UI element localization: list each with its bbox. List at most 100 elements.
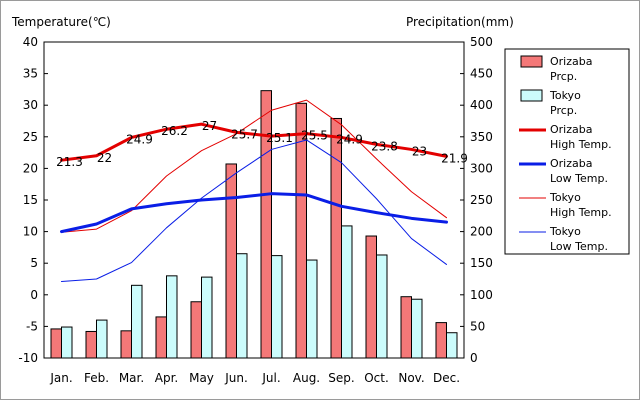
legend-label: Orizaba — [550, 157, 592, 170]
data-label: 21.3 — [56, 155, 83, 169]
legend-label: Low Temp. — [550, 240, 608, 253]
precip-bar — [155, 316, 167, 359]
precip-bar — [400, 296, 412, 359]
left-tick-label: 15 — [23, 193, 38, 207]
right-tick-label: 300 — [470, 161, 493, 175]
legend-label: Tokyo — [549, 225, 581, 238]
precip-bar — [435, 322, 447, 359]
precip-bar — [260, 90, 272, 359]
precip-bar — [85, 330, 97, 359]
data-label: 22 — [97, 151, 112, 165]
precip-bar — [131, 284, 143, 359]
data-label: 24.9 — [336, 132, 363, 146]
x-tick-label: Jun. — [224, 371, 248, 385]
right-axis: 0 50 100 150 200 250 300 350 400 450 500 — [460, 35, 493, 365]
legend-label: High Temp. — [550, 138, 612, 151]
precip-bar — [50, 328, 62, 359]
plot-area — [43, 41, 465, 359]
x-tick-label: Feb. — [84, 371, 109, 385]
right-tick-label: 50 — [470, 319, 485, 333]
x-tick-label: Jan. — [49, 371, 72, 385]
left-tick-label: -5 — [26, 319, 38, 333]
data-label: 21.9 — [441, 151, 468, 165]
x-tick-label: Apr. — [155, 371, 178, 385]
right-tick-label: 150 — [470, 256, 493, 270]
precip-bar — [376, 254, 388, 359]
left-axis: -10 -5 0 5 10 15 20 25 30 35 40 — [18, 35, 48, 365]
legend-label: High Temp. — [550, 206, 612, 219]
right-tick-label: 500 — [470, 35, 493, 49]
precip-bar — [330, 117, 342, 359]
legend-label: Low Temp. — [550, 172, 608, 185]
precip-bar — [306, 259, 318, 359]
temperature-line — [61, 99, 447, 233]
legend-label: Orizaba — [550, 55, 592, 68]
legend-label: Prcp. — [550, 104, 577, 117]
precip-bar — [190, 301, 202, 359]
right-tick-label: 350 — [470, 130, 493, 144]
data-label: 23.8 — [371, 139, 398, 153]
x-tick-label: Oct. — [364, 371, 389, 385]
precip-bar — [120, 330, 132, 359]
precip-bar — [446, 332, 458, 359]
legend-swatch — [520, 89, 543, 102]
data-label: 25.7 — [231, 127, 258, 141]
precip-bar — [236, 253, 248, 359]
precip-bar — [365, 235, 377, 359]
data-label: 24.9 — [126, 132, 153, 146]
data-label: 25.1 — [266, 131, 293, 145]
precip-bar — [271, 255, 283, 359]
data-label: 26.2 — [161, 124, 188, 138]
precipitation-bars — [50, 90, 458, 359]
data-label: 27 — [202, 119, 217, 133]
left-tick-label: 40 — [23, 35, 38, 49]
precip-bar — [411, 298, 423, 359]
left-tick-label: 25 — [23, 130, 38, 144]
right-tick-label: 250 — [470, 193, 493, 207]
x-tick-label: Nov. — [398, 371, 424, 385]
legend-label: Tokyo — [549, 191, 581, 204]
right-tick-label: 0 — [470, 351, 478, 365]
data-label: 23 — [412, 144, 427, 158]
right-tick-label: 450 — [470, 67, 493, 81]
x-axis: Jan. Feb. Mar. Apr. May Jun. Jul. Aug. Sep. Oct. N… — [49, 371, 460, 385]
x-tick-label: Dec. — [433, 371, 460, 385]
left-tick-label: 5 — [30, 256, 38, 270]
precip-bar — [295, 102, 307, 359]
legend-label: Prcp. — [550, 70, 577, 83]
x-tick-label: Jul. — [261, 371, 280, 385]
x-tick-label: Sep. — [328, 371, 354, 385]
precip-bar — [341, 225, 353, 359]
left-tick-label: 30 — [23, 98, 38, 112]
left-tick-label: 20 — [23, 161, 38, 175]
precip-bar — [166, 275, 178, 359]
left-tick-label: 10 — [23, 225, 38, 239]
legend-label: Orizaba — [550, 123, 592, 136]
right-tick-label: 100 — [470, 288, 493, 302]
precip-bar — [96, 319, 108, 359]
temperature-line — [61, 139, 447, 283]
data-label: 25.5 — [301, 129, 328, 143]
right-tick-label: 400 — [470, 98, 493, 112]
x-tick-label: May — [189, 371, 214, 385]
temperature-line — [60, 192, 448, 234]
left-axis-title: Temperature(℃) — [11, 15, 111, 29]
legend-entries: Orizaba Prcp. Tokyo Prcp. Orizaba High Temp. O… — [519, 55, 612, 253]
precip-bar — [201, 276, 213, 359]
legend-swatch — [520, 55, 543, 68]
precip-bar — [61, 326, 73, 359]
temperature-lines — [60, 99, 448, 283]
x-tick-label: Mar. — [119, 371, 144, 385]
precip-bar — [225, 163, 237, 359]
legend — [504, 48, 630, 255]
legend-label: Tokyo — [549, 89, 581, 102]
right-axis-title: Precipitation(mm) — [406, 15, 514, 29]
left-tick-label: 0 — [30, 288, 38, 302]
left-tick-label: -10 — [18, 351, 38, 365]
right-tick-label: 200 — [470, 225, 493, 239]
left-tick-label: 35 — [23, 67, 38, 81]
temperature-line — [60, 122, 448, 162]
x-tick-label: Aug. — [293, 371, 320, 385]
data-labels: 21.3 22 24.9 26.2 27 25.7 25.1 25.5 24.9 23.8 23 21… — [56, 119, 468, 169]
